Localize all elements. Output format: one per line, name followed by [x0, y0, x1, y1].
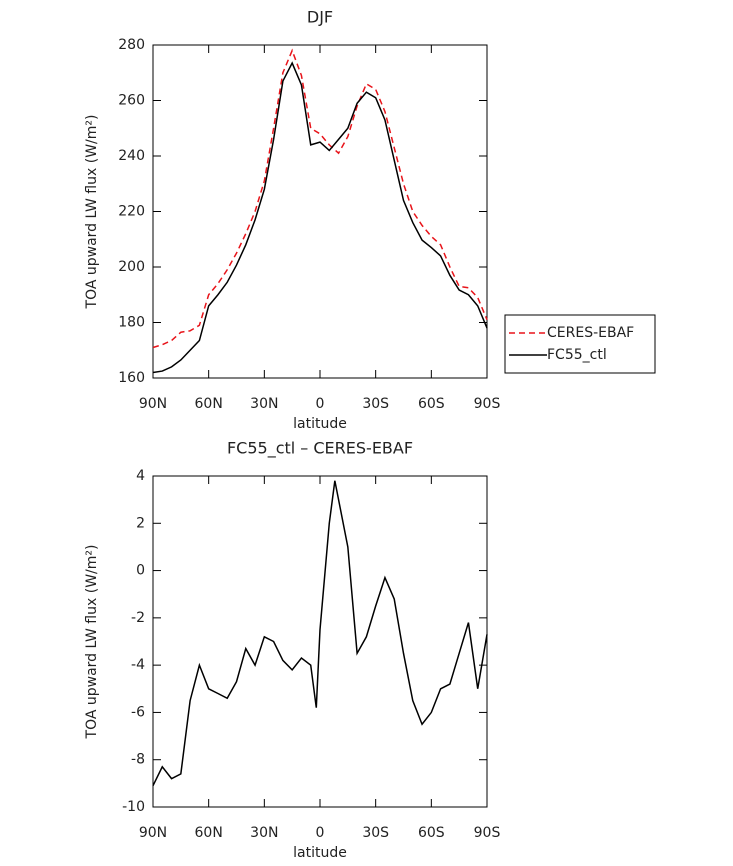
x-tick-label: 0	[316, 825, 325, 841]
y-tick-label: 200	[118, 259, 145, 275]
y-tick-label: 260	[118, 93, 145, 109]
y-tick-label: -8	[131, 752, 145, 768]
y-tick-label: 280	[118, 37, 145, 53]
x-tick-label: 60N	[195, 825, 223, 841]
x-axis-label: latitude	[293, 416, 347, 432]
legend-label: FC55_ctl	[547, 347, 607, 363]
x-tick-label: 30S	[362, 825, 389, 841]
x-tick-label: 60S	[418, 396, 445, 412]
series-line	[152, 48, 488, 349]
x-tick-label: 0	[316, 396, 325, 412]
x-tick-label: 30S	[362, 396, 389, 412]
chart-title: DJF	[307, 8, 333, 27]
y-axis-label: TOA upward LW flux (W/m²)	[84, 545, 100, 740]
y-axis-label: TOA upward LW flux (W/m²)	[84, 115, 100, 310]
chart-title: FC55_ctl – CERES-EBAF	[227, 439, 413, 459]
x-tick-label: 90S	[474, 396, 501, 412]
y-tick-label: 2	[136, 515, 145, 531]
y-tick-label: 0	[136, 563, 145, 579]
y-tick-label: 4	[136, 468, 145, 484]
x-tick-label: 60S	[418, 825, 445, 841]
legend-box	[504, 314, 656, 374]
x-tick-label: 30N	[250, 396, 278, 412]
x-tick-label: 60N	[195, 396, 223, 412]
y-tick-label: -6	[131, 704, 145, 720]
x-tick-label: 90S	[474, 825, 501, 841]
y-tick-label: 180	[118, 315, 145, 331]
series-line	[152, 61, 488, 374]
legend-label: CERES-EBAF	[547, 325, 634, 341]
y-tick-label: -2	[131, 610, 145, 626]
y-tick-label: -10	[122, 799, 145, 815]
x-tick-label: 90N	[139, 825, 167, 841]
x-tick-label: 30N	[250, 825, 278, 841]
series-line	[152, 480, 488, 787]
y-tick-label: 220	[118, 204, 145, 220]
y-tick-label: 160	[118, 370, 145, 386]
x-axis-label: latitude	[293, 845, 347, 861]
y-tick-label: 240	[118, 148, 145, 164]
x-tick-label: 90N	[139, 396, 167, 412]
y-tick-label: -4	[131, 657, 145, 673]
